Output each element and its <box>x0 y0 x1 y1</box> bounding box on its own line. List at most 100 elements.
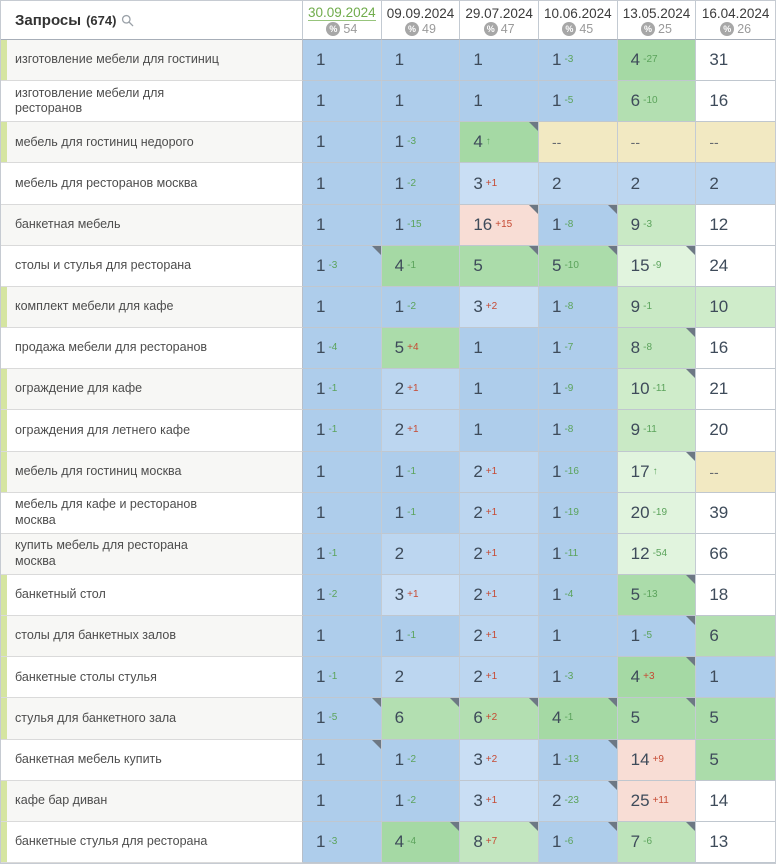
position-cell[interactable]: 3 +1 <box>460 780 539 822</box>
position-cell[interactable]: 1 -16 <box>538 451 618 493</box>
date-column-header[interactable]: 29.07.2024% 47 <box>460 1 539 40</box>
position-cell[interactable]: 2 +1 <box>460 533 539 575</box>
position-cell[interactable]: -- <box>696 122 775 164</box>
position-cell[interactable]: 1 <box>381 81 461 123</box>
date-label[interactable]: 30.09.2024 <box>308 5 376 21</box>
query-cell[interactable]: банкетные столы стулья <box>1 657 303 699</box>
position-cell[interactable]: 9 -1 <box>617 286 697 329</box>
query-label[interactable]: продажа мебели для ресторанов <box>15 340 208 355</box>
position-cell[interactable]: 1 <box>303 451 382 493</box>
query-cell[interactable]: ограждение для кафе <box>1 369 303 411</box>
position-cell[interactable]: 15 -9 <box>617 245 697 287</box>
query-label[interactable]: банкетная мебель <box>15 216 121 231</box>
position-cell[interactable]: 4 +3 <box>617 657 697 699</box>
position-cell[interactable]: 1 <box>303 616 382 658</box>
position-cell[interactable]: 1 -2 <box>381 286 461 329</box>
position-cell[interactable]: 1 -1 <box>303 369 382 411</box>
query-cell[interactable]: банкетная мебель <box>1 204 303 246</box>
query-cell[interactable]: мебель для кафе и ресторанов москва <box>1 492 303 534</box>
query-label[interactable]: купить мебель для ресторана москва <box>15 538 188 568</box>
query-label[interactable]: кафе бар диван <box>15 792 108 807</box>
query-cell[interactable]: купить мебель для ресторана москва <box>1 533 303 575</box>
position-cell[interactable]: 2 +1 <box>460 657 539 699</box>
query-label[interactable]: банкетная мебель купить <box>15 751 162 766</box>
position-cell[interactable]: 8 +7 <box>460 821 539 863</box>
position-cell[interactable]: 10 -11 <box>617 369 697 411</box>
position-cell[interactable]: 1 -5 <box>538 81 618 123</box>
position-cell[interactable]: 3 +1 <box>381 574 461 617</box>
position-cell[interactable]: 1 <box>303 40 382 82</box>
query-cell[interactable]: столы и стулья для ресторана <box>1 245 303 287</box>
query-cell[interactable]: банкетные стулья для ресторана <box>1 821 303 863</box>
position-cell[interactable]: 2 +1 <box>460 451 539 493</box>
position-cell[interactable]: 1 <box>460 328 539 370</box>
position-cell[interactable]: 1 -2 <box>381 780 461 822</box>
position-cell[interactable]: 1 -1 <box>381 492 461 534</box>
query-label[interactable]: стулья для банкетного зала <box>15 710 177 725</box>
position-cell[interactable]: 1 <box>538 616 618 658</box>
date-column-header[interactable]: 13.05.2024% 25 <box>617 1 697 40</box>
position-cell[interactable]: 1 -5 <box>303 698 382 740</box>
position-cell[interactable]: 12 <box>696 204 775 246</box>
position-cell[interactable]: 1 -7 <box>538 328 618 370</box>
position-cell[interactable]: 1 -6 <box>538 821 618 863</box>
position-cell[interactable]: 1 -3 <box>538 657 618 699</box>
position-cell[interactable]: 4 -27 <box>617 40 697 82</box>
position-cell[interactable]: 2 +1 <box>381 369 461 411</box>
position-cell[interactable]: 1 -19 <box>538 492 618 534</box>
query-label[interactable]: ограждения для летнего кафе <box>15 422 191 437</box>
date-label[interactable]: 10.06.2024 <box>544 5 612 21</box>
query-cell[interactable]: мебель для гостиниц недорого <box>1 122 303 164</box>
position-cell[interactable]: 1 <box>460 81 539 123</box>
position-cell[interactable]: 1 -8 <box>538 410 618 452</box>
position-cell[interactable]: 2 -23 <box>538 780 618 822</box>
position-cell[interactable]: 14 +9 <box>617 739 697 781</box>
position-cell[interactable]: 6 <box>381 698 461 740</box>
position-cell[interactable]: 4 -1 <box>538 698 618 740</box>
position-cell[interactable]: 1 -3 <box>538 40 618 82</box>
position-cell[interactable]: 6 <box>696 616 775 658</box>
position-cell[interactable]: 17 ↑ <box>617 451 697 493</box>
query-cell[interactable]: мебель для ресторанов москва <box>1 163 303 205</box>
position-cell[interactable]: 2 <box>381 533 461 575</box>
position-cell[interactable]: 1 -15 <box>381 204 461 246</box>
position-cell[interactable]: 2 +1 <box>460 616 539 658</box>
query-label[interactable]: банкетные столы стулья <box>15 669 157 684</box>
position-cell[interactable]: 2 <box>696 163 775 205</box>
position-cell[interactable]: 39 <box>696 492 775 534</box>
position-cell[interactable]: 1 -1 <box>381 451 461 493</box>
position-cell[interactable]: 6 +2 <box>460 698 539 740</box>
position-cell[interactable]: 9 -11 <box>617 410 697 452</box>
query-label[interactable]: изготовление мебели для ресторанов <box>15 85 165 116</box>
query-cell[interactable]: кафе бар диван <box>1 780 303 822</box>
position-cell[interactable]: 24 <box>696 245 775 287</box>
query-cell[interactable]: мебель для гостиниц москва <box>1 451 303 493</box>
position-cell[interactable]: 4 -4 <box>381 821 461 863</box>
position-cell[interactable]: -- <box>538 122 618 164</box>
position-cell[interactable]: 1 -1 <box>381 616 461 658</box>
position-cell[interactable]: 5 <box>460 245 539 287</box>
position-cell[interactable]: 1 -3 <box>303 245 382 287</box>
position-cell[interactable]: 10 <box>696 286 775 329</box>
position-cell[interactable]: 1 <box>303 122 382 164</box>
position-cell[interactable]: 1 -4 <box>538 574 618 617</box>
position-cell[interactable]: 1 -8 <box>538 204 618 246</box>
position-cell[interactable]: 2 <box>617 163 697 205</box>
query-label[interactable]: изготовление мебели для гостиниц <box>15 52 219 67</box>
position-cell[interactable]: 31 <box>696 40 775 82</box>
query-cell[interactable]: банкетный стол <box>1 574 303 617</box>
query-cell[interactable]: стулья для банкетного зала <box>1 698 303 740</box>
position-cell[interactable]: 1 -2 <box>303 574 382 617</box>
query-cell[interactable]: банкетная мебель купить <box>1 739 303 781</box>
position-cell[interactable]: 1 <box>460 369 539 411</box>
position-cell[interactable]: 20 -19 <box>617 492 697 534</box>
query-cell[interactable]: ограждения для летнего кафе <box>1 410 303 452</box>
position-cell[interactable]: 1 -1 <box>303 410 382 452</box>
position-cell[interactable]: 7 -6 <box>617 821 697 863</box>
position-cell[interactable]: 1 <box>460 410 539 452</box>
query-label[interactable]: мебель для ресторанов москва <box>15 175 198 190</box>
position-cell[interactable]: 1 <box>696 657 775 699</box>
position-cell[interactable]: 1 -5 <box>617 616 697 658</box>
position-cell[interactable]: 1 <box>303 492 382 534</box>
position-cell[interactable]: 14 <box>696 780 775 822</box>
